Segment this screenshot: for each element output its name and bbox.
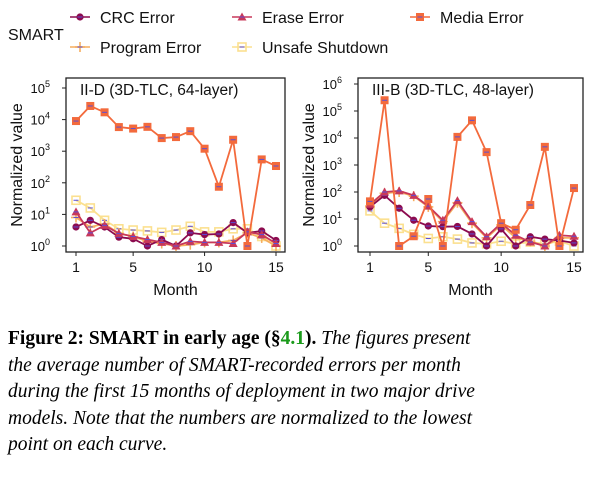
legend-label: Program Error — [100, 40, 202, 57]
y-tick-label: 105 — [323, 102, 342, 119]
data-point — [85, 203, 96, 213]
y-tick-exponent: 1 — [45, 205, 50, 215]
section-link[interactable]: 4.1 — [280, 328, 306, 349]
caption-label-end: ). — [305, 328, 317, 349]
legend-label: Unsafe Shutdown — [262, 40, 388, 57]
smart-figure: SMART CRC Error Erase Error Media Error Prog… — [8, 10, 584, 299]
y-tick-label: 103 — [323, 156, 342, 173]
y-tick-label: 104 — [323, 129, 342, 146]
caption-line-3: during the first 15 months of deployment… — [8, 381, 475, 402]
x-tick-label: 15 — [566, 259, 582, 275]
x-tick-label: 5 — [129, 259, 137, 275]
legend-title: SMART — [8, 27, 64, 44]
panel-title: III-B (3D-TLC, 48-layer) — [372, 82, 534, 99]
y-tick-label: 102 — [323, 183, 342, 200]
y-tick-exponent: 4 — [337, 129, 342, 139]
x-tick-label: 15 — [268, 259, 284, 275]
y-tick-exponent: 1 — [337, 210, 342, 220]
caption-line-5: point on each curve. — [8, 434, 168, 455]
x-tick-label: 1 — [366, 259, 374, 275]
y-tick-exponent: 2 — [45, 174, 50, 184]
panel-2: III-B (3D-TLC, 48-layer)1001011021031041… — [301, 75, 584, 299]
y-tick-exponent: 3 — [337, 156, 342, 166]
data-point — [142, 226, 153, 236]
y-tick-exponent: 4 — [45, 111, 50, 121]
y-tick-exponent: 5 — [337, 102, 342, 112]
y-tick-label: 100 — [31, 237, 50, 254]
legend-item-erase-error: Erase Error — [232, 10, 344, 27]
data-point — [394, 223, 404, 234]
y-tick-exponent: 0 — [337, 237, 342, 247]
caption-line-1: Figure 2: SMART in early age (§4.1). The… — [8, 326, 598, 353]
y-tick-exponent: 0 — [45, 237, 50, 247]
legend-item-unsafe-shutdown: Unsafe Shutdown — [232, 40, 388, 57]
x-tick-label: 10 — [197, 259, 213, 275]
data-point — [467, 238, 477, 248]
y-tick-exponent: 5 — [45, 79, 50, 89]
plot-area — [65, 77, 286, 253]
y-axis-label: Normalized value — [9, 103, 26, 227]
y-tick-label: 101 — [323, 210, 342, 227]
panel-1: II-D (3D-TLC, 64-layer)10010110210310410… — [9, 77, 286, 299]
x-tick-label: 1 — [72, 259, 80, 275]
legend-label: CRC Error — [100, 10, 175, 27]
legend-marker-icon — [237, 42, 247, 52]
x-axis-label: Month — [153, 282, 197, 299]
data-point — [379, 218, 390, 228]
data-point — [171, 225, 181, 235]
data-point — [496, 236, 506, 247]
x-axis-label: Month — [448, 282, 492, 299]
y-tick-label: 100 — [323, 237, 342, 254]
y-tick-label: 106 — [323, 75, 342, 92]
legend-label: Media Error — [440, 10, 524, 27]
series-media-error — [72, 101, 280, 250]
caption-text: The figures present — [316, 328, 471, 349]
y-tick-exponent: 3 — [45, 142, 50, 152]
caption-label-text: Figure 2: SMART in early age (§ — [8, 328, 281, 349]
y-tick-exponent: 6 — [337, 75, 342, 85]
data-point — [452, 234, 463, 244]
legend-item-crc-error: CRC Error — [70, 10, 175, 27]
series-erase-error — [365, 186, 579, 250]
caption-line-4: models. Note that the numbers are normal… — [8, 407, 472, 429]
caption-line-2: the average number of SMART-recorded err… — [8, 354, 461, 376]
caption-label: Figure 2: SMART in early age (§4.1). — [8, 328, 316, 349]
series-erase-error — [71, 207, 281, 250]
y-tick-label: 105 — [31, 79, 50, 96]
y-tick-exponent: 2 — [337, 183, 342, 193]
x-tick-label: 5 — [424, 259, 432, 275]
series-media-error — [366, 96, 578, 250]
data-point — [423, 233, 434, 244]
legend-item-media-error: Media Error — [410, 10, 524, 27]
y-tick-label: 102 — [31, 174, 50, 191]
legend-item-program-error: Program Error — [70, 40, 202, 57]
y-tick-label: 104 — [31, 111, 50, 128]
y-tick-label: 103 — [31, 142, 50, 159]
y-axis-label: Normalized value — [301, 103, 318, 227]
figure-caption: Figure 2: SMART in early age (§4.1). The… — [8, 326, 598, 459]
data-point — [71, 195, 81, 206]
legend: SMART CRC Error Erase Error Media Error Prog… — [8, 10, 524, 57]
panel-title: II-D (3D-TLC, 64-layer) — [80, 82, 238, 99]
y-tick-label: 101 — [31, 205, 50, 222]
legend-label: Erase Error — [262, 10, 344, 27]
x-tick-label: 10 — [493, 259, 509, 275]
